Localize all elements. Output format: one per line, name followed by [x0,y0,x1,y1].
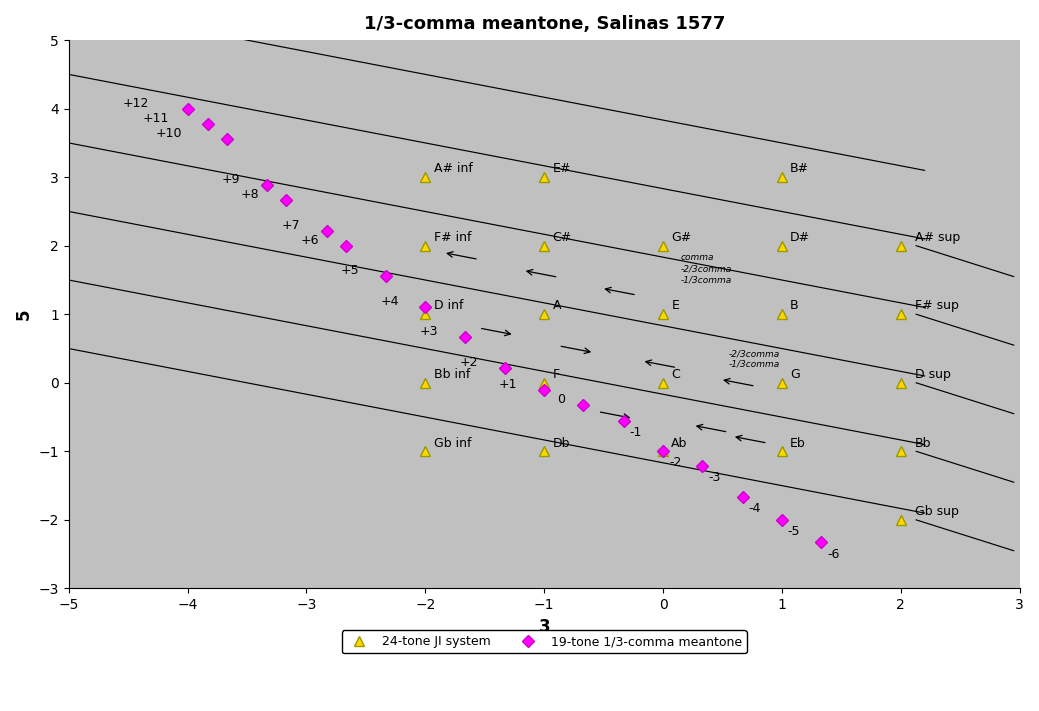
Text: Gb inf: Gb inf [433,437,471,449]
Text: A: A [553,299,561,312]
X-axis label: 3: 3 [538,618,550,636]
Text: +2: +2 [460,356,478,369]
Text: -1/3comma: -1/3comma [728,360,779,369]
Text: Bb inf: Bb inf [433,368,470,381]
Text: B#: B# [791,162,809,176]
Y-axis label: 5: 5 [15,309,33,320]
Text: Ab: Ab [671,437,688,449]
Text: F: F [553,368,560,381]
Text: D inf: D inf [433,299,463,312]
Text: +6: +6 [300,234,319,247]
Text: -2/3comma: -2/3comma [681,264,732,274]
Text: F# sup: F# sup [915,299,959,312]
Text: G#: G# [671,231,692,244]
Text: comma: comma [681,253,715,262]
Text: Eb: Eb [791,437,806,449]
Text: Db: Db [553,437,570,449]
Text: +10: +10 [156,127,182,140]
Legend: 24-tone JI system, 19-tone 1/3-comma meantone: 24-tone JI system, 19-tone 1/3-comma mea… [342,631,747,653]
Text: -2/3comma: -2/3comma [728,350,779,358]
Text: A# inf: A# inf [433,162,473,176]
Text: +11: +11 [142,112,169,124]
Text: -2: -2 [669,456,682,469]
Text: Bb: Bb [915,437,932,449]
Text: Gb sup: Gb sup [915,505,959,518]
Text: B: B [791,299,799,312]
Text: +7: +7 [282,218,300,232]
Text: +8: +8 [241,188,260,201]
Text: +3: +3 [420,325,437,338]
Text: E#: E# [553,162,570,176]
Text: C: C [671,368,681,381]
Text: D sup: D sup [915,368,951,381]
Title: 1/3-comma meantone, Salinas 1577: 1/3-comma meantone, Salinas 1577 [364,15,725,33]
Text: G: G [791,368,800,381]
Text: +1: +1 [499,378,517,391]
Text: -4: -4 [749,503,761,515]
Text: -6: -6 [827,547,840,560]
Text: C#: C# [553,231,571,244]
Text: 0: 0 [557,393,565,407]
Text: +12: +12 [123,97,149,109]
Text: +9: +9 [222,173,241,186]
Text: +5: +5 [341,264,359,277]
Text: -3: -3 [709,471,721,484]
Text: -5: -5 [788,525,800,538]
Text: E: E [671,299,680,312]
Text: -1/3comma: -1/3comma [681,275,732,284]
Text: A# sup: A# sup [915,231,960,244]
Text: F# inf: F# inf [433,231,471,244]
Text: +4: +4 [380,294,399,308]
Text: -1: -1 [630,427,642,439]
Text: D#: D# [791,231,810,244]
